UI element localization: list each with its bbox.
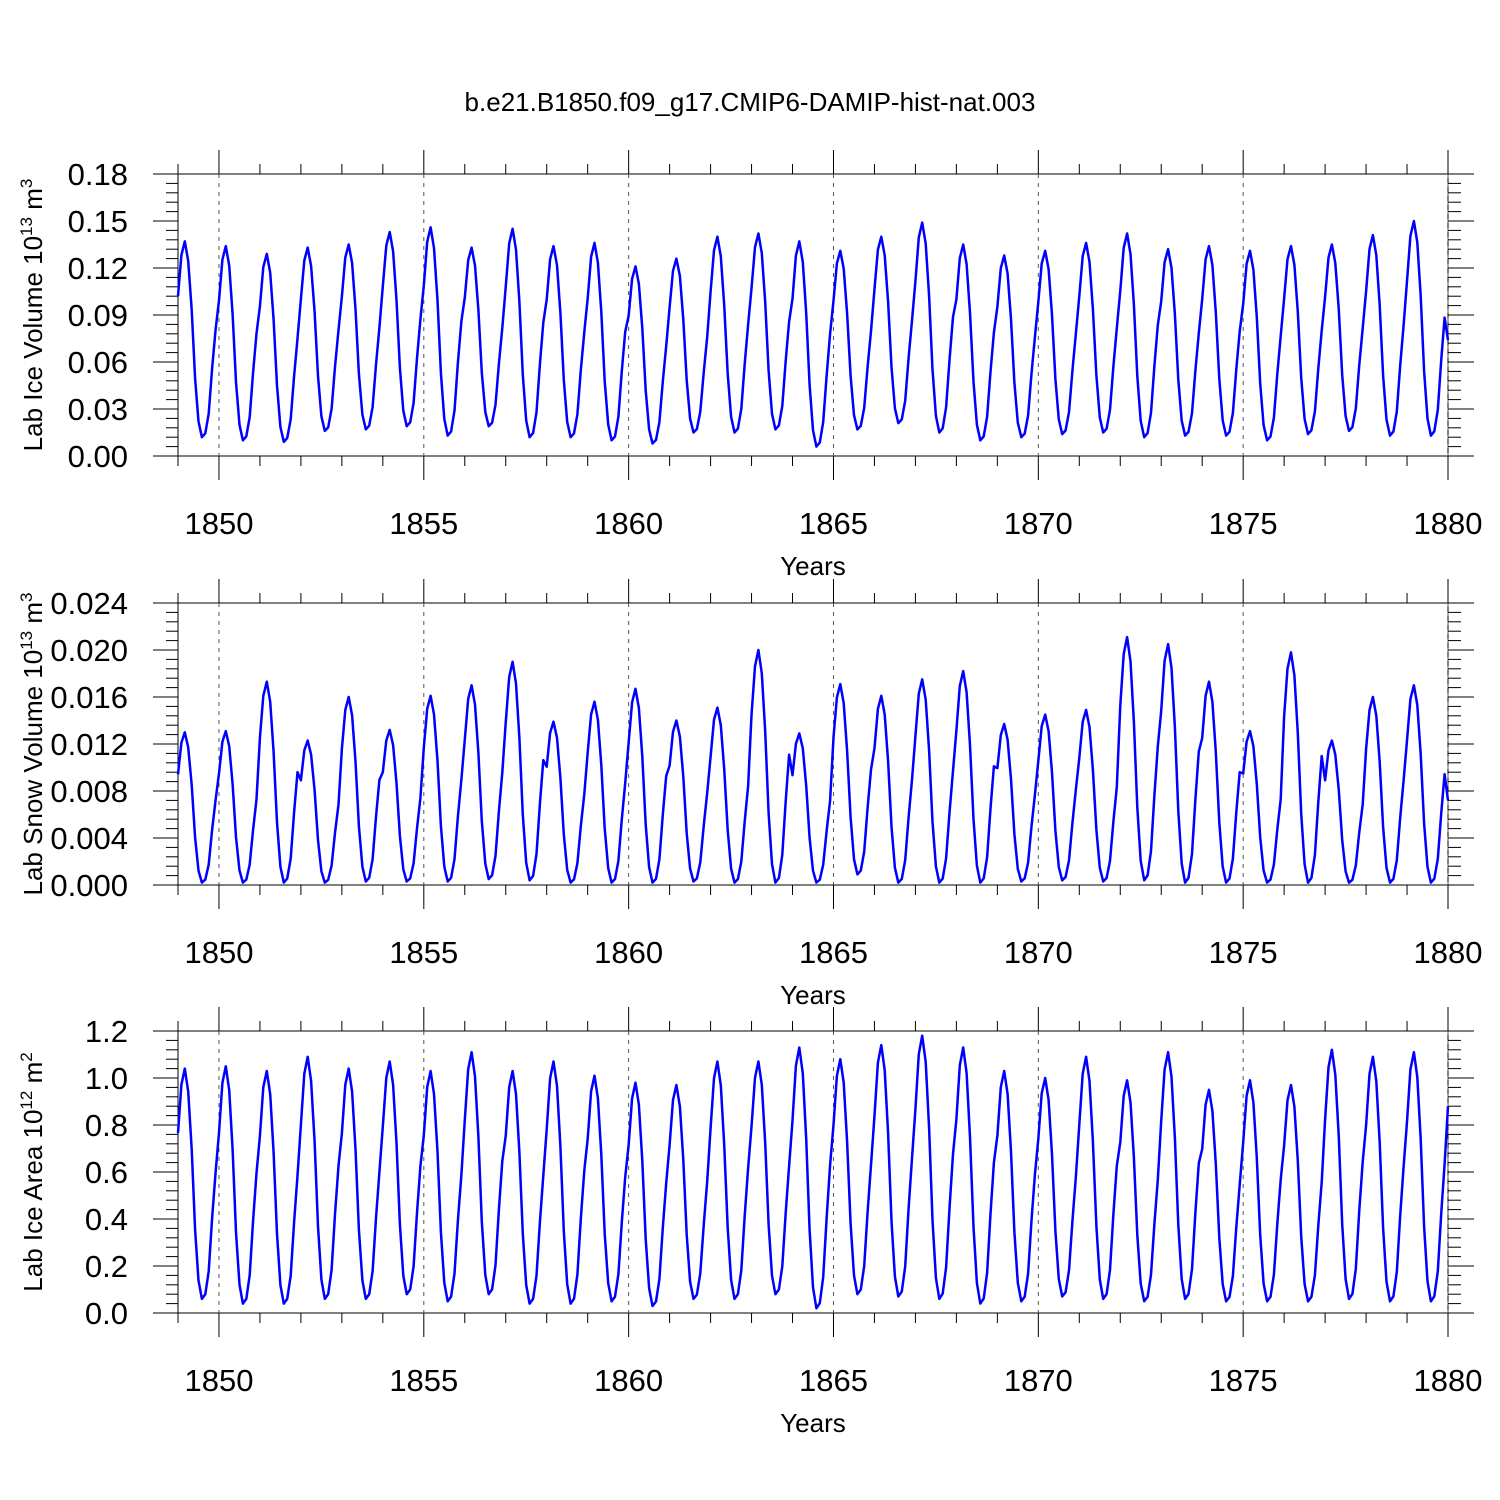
y-axis-label: Lab Ice Volume 1013 m3: [17, 179, 48, 452]
y-tick-label: 0.00: [68, 439, 128, 474]
y-axis-label-unit: m: [18, 188, 48, 217]
x-tick-label: 1850: [184, 1363, 253, 1398]
y-axis-label-text: Lab Ice Volume 10: [18, 236, 48, 451]
y-axis-label-text: Lab Ice Area 10: [18, 1110, 48, 1292]
x-tick-label: 1860: [594, 935, 663, 970]
x-tick-label: 1875: [1209, 935, 1278, 970]
y-tick-label: 0.18: [68, 157, 128, 192]
y-tick-label: 0.012: [50, 727, 128, 762]
x-tick-label: 1855: [389, 935, 458, 970]
x-axis-label: Years: [780, 551, 846, 581]
x-tick-label: 1875: [1209, 506, 1278, 541]
x-tick-label: 1865: [799, 506, 868, 541]
x-axis-label: Years: [780, 980, 846, 1010]
x-tick-label: 1850: [184, 506, 253, 541]
y-axis-label-unit: m: [18, 602, 48, 631]
x-tick-label: 1875: [1209, 1363, 1278, 1398]
y-tick-label: 1.2: [85, 1014, 128, 1049]
panel-lab-snow-volume: 0.000 0.004 0.008 0.012 0.016 0.020 0.024 1850 1…: [17, 579, 1482, 1010]
y-tick-label: 0.8: [85, 1108, 128, 1143]
y-tick-label: 0.6: [85, 1155, 128, 1190]
y-tick-label: 0.06: [68, 345, 128, 380]
x-tick-label: 1850: [184, 935, 253, 970]
x-tick-label: 1870: [1004, 1363, 1073, 1398]
x-tick-label: 1865: [799, 935, 868, 970]
x-tick-label: 1860: [594, 1363, 663, 1398]
series-line: [176, 635, 1450, 884]
y-tick-label: 1.0: [85, 1061, 128, 1096]
x-tick-label: 1865: [799, 1363, 868, 1398]
y-axis-label-exp: 13: [17, 217, 36, 236]
panel-lab-ice-area: 0.0 0.2 0.4 0.6 0.8 1.0 1.2 1850 1855 1860 1865 187…: [17, 1007, 1482, 1438]
x-tick-label: 1855: [389, 1363, 458, 1398]
y-axis-label-exp: 13: [17, 631, 36, 650]
y-tick-label: 0.12: [68, 251, 128, 286]
x-tick-label: 1870: [1004, 506, 1073, 541]
y-axis-label-text: Lab Snow Volume 10: [18, 650, 48, 896]
y-tick-label: 0.0: [85, 1296, 128, 1331]
y-axis-label-unit-exp: 3: [17, 179, 36, 188]
y-tick-label: 0.15: [68, 204, 128, 239]
y-tick-label: 0.020: [50, 633, 128, 668]
y-tick-label: 0.4: [85, 1202, 128, 1237]
x-axis-label: Years: [780, 1408, 846, 1438]
series-line: [176, 219, 1450, 448]
y-tick-label: 0.03: [68, 392, 128, 427]
y-tick-label: 0.2: [85, 1249, 128, 1284]
x-tick-label: 1860: [594, 506, 663, 541]
y-tick-label: 0.09: [68, 298, 128, 333]
series-line: [176, 1034, 1450, 1310]
y-axis-label-exp: 12: [17, 1091, 36, 1110]
x-tick-label: 1855: [389, 506, 458, 541]
figure-title: b.e21.B1850.f09_g17.CMIP6-DAMIP-hist-nat…: [465, 87, 1036, 117]
y-tick-label: 0.024: [50, 586, 128, 621]
y-tick-label: 0.008: [50, 774, 128, 809]
y-tick-label: 0.004: [50, 821, 128, 856]
y-tick-label: 0.016: [50, 680, 128, 715]
y-axis-label-unit: m: [18, 1062, 48, 1091]
y-tick-label: 0.000: [50, 868, 128, 903]
y-axis-label-unit-exp: 2: [17, 1052, 36, 1061]
panel-lab-ice-volume: 0.00 0.03 0.06 0.09 0.12 0.15 0.18 1850 1855 1860…: [17, 150, 1482, 581]
y-axis-label: Lab Ice Area 1012 m2: [17, 1052, 48, 1291]
x-tick-label: 1870: [1004, 935, 1073, 970]
x-tick-label: 1880: [1414, 935, 1483, 970]
x-tick-label: 1880: [1414, 506, 1483, 541]
x-tick-label: 1880: [1414, 1363, 1483, 1398]
y-axis-label: Lab Snow Volume 1013 m3: [17, 592, 48, 895]
y-axis-label-unit-exp: 3: [17, 592, 36, 601]
